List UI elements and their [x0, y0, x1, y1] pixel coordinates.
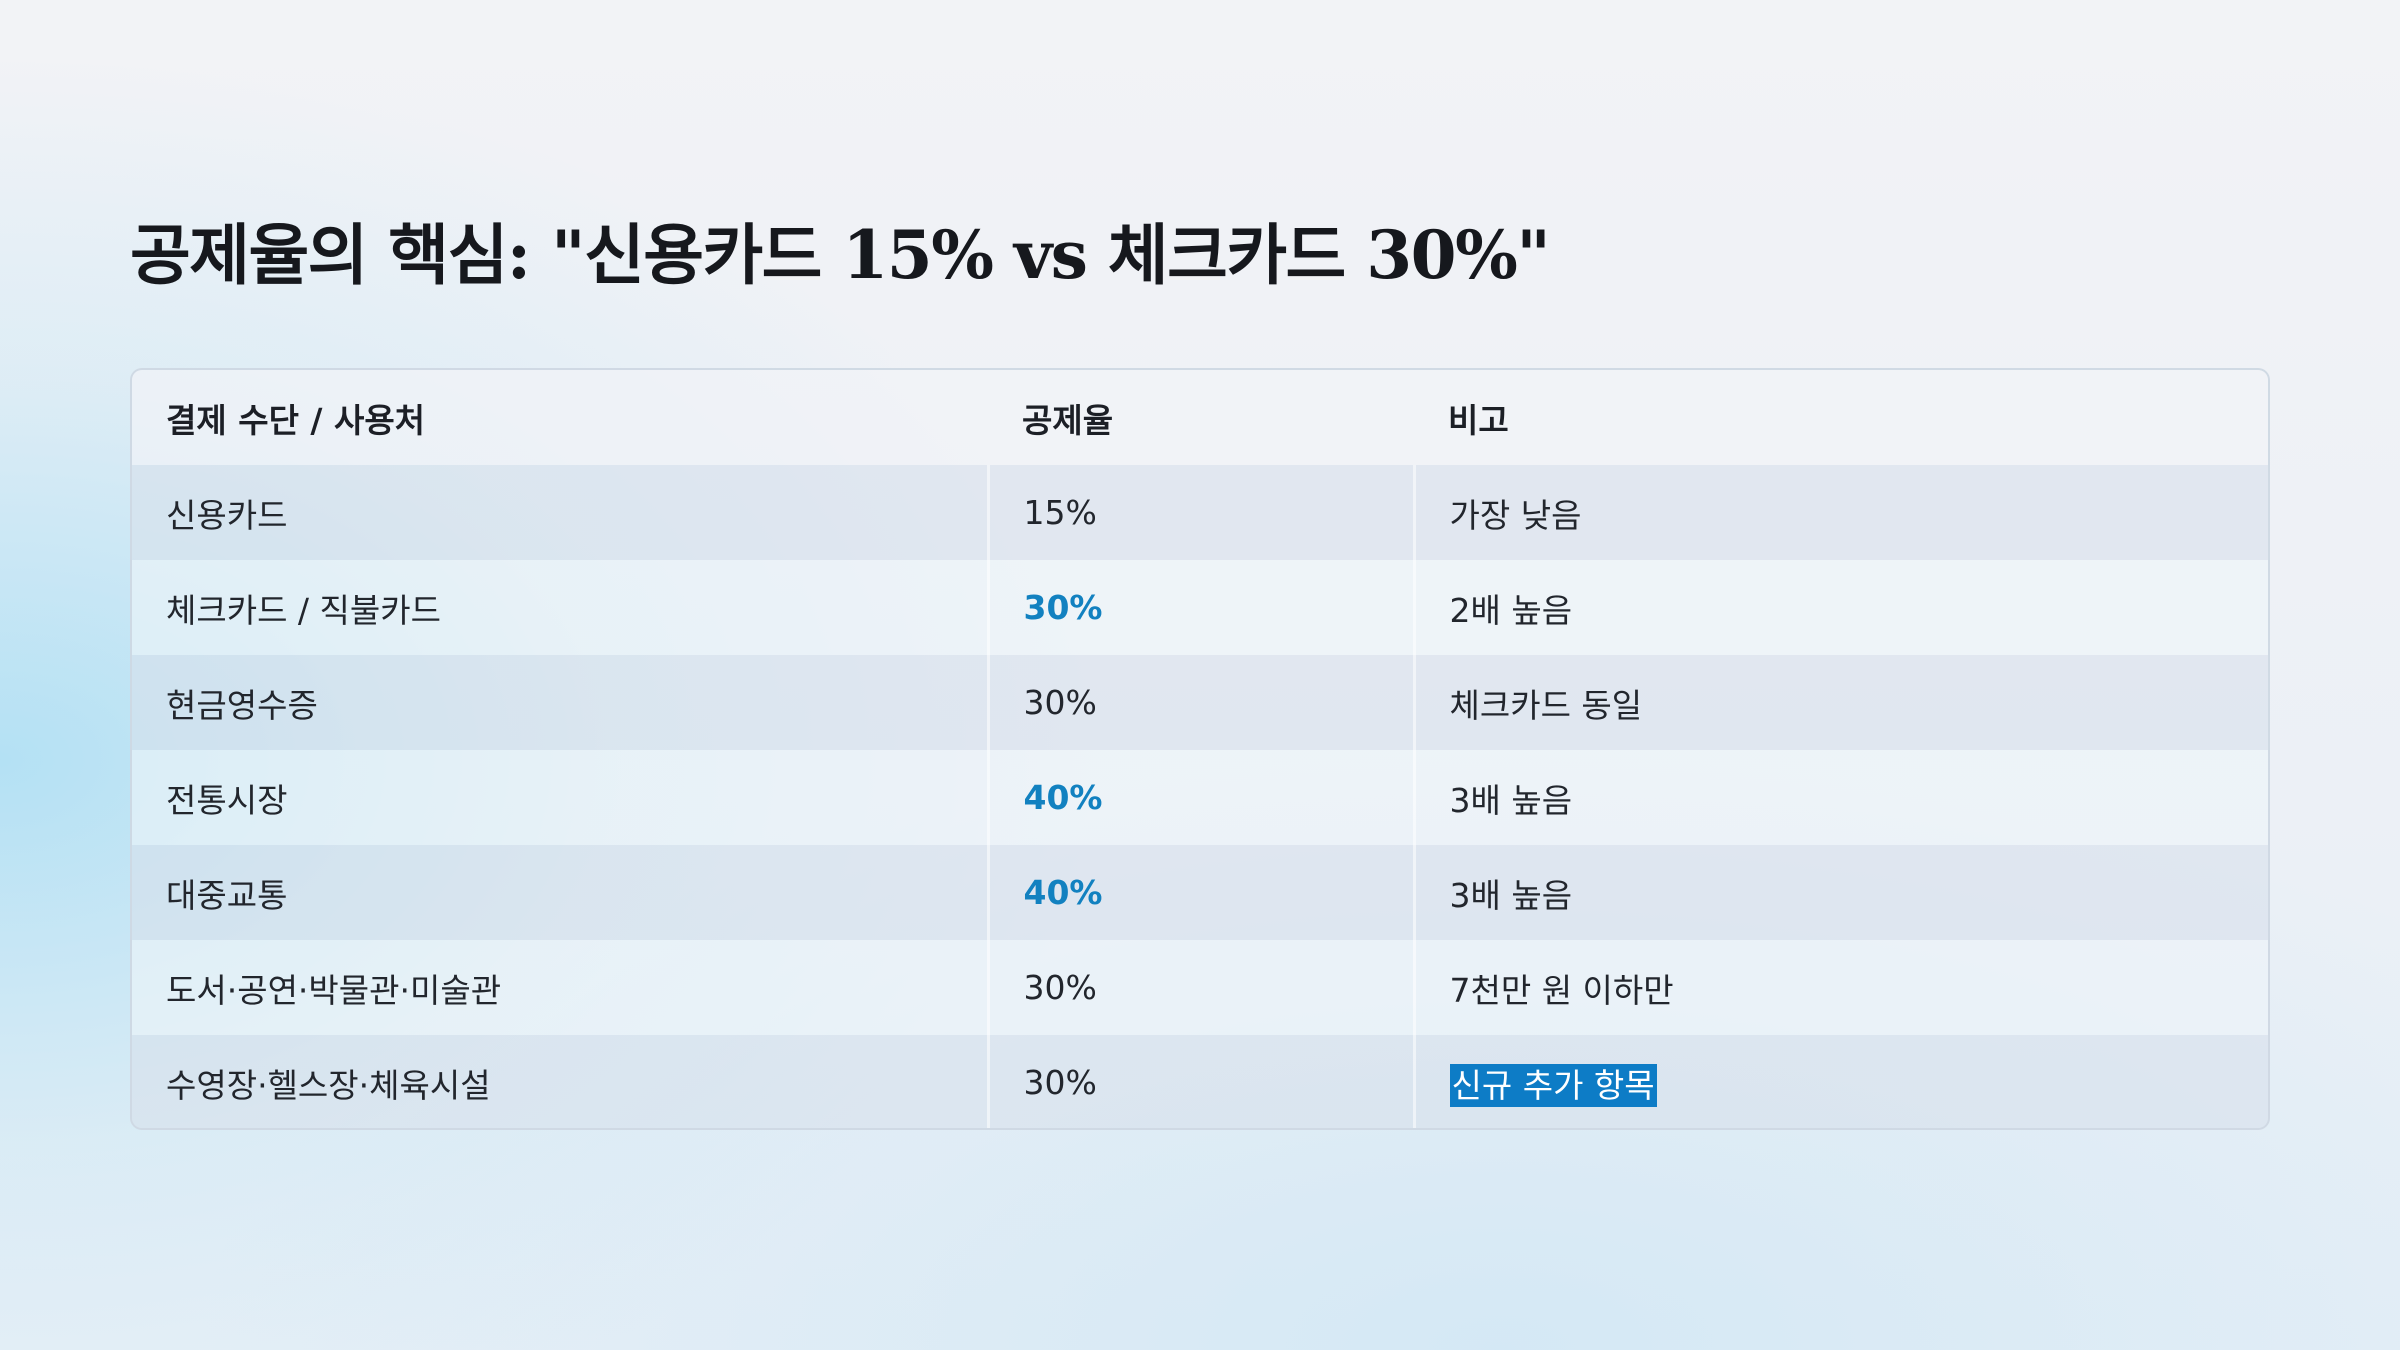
method-cell: 대중교통: [132, 845, 988, 940]
selected-text-highlight[interactable]: 신규 추가 항목: [1449, 1063, 1657, 1107]
note-cell: 체크카드 동일: [1412, 655, 2268, 750]
note-cell: 3배 높음: [1412, 845, 2268, 940]
table-header-row: 결제 수단 / 사용처 공제율 비고: [132, 370, 2268, 465]
note-cell: 신규 추가 항목: [1412, 1035, 2268, 1128]
rate-cell: 15%: [986, 465, 1414, 560]
table-row: 신용카드 15% 가장 낮음: [132, 465, 2268, 560]
page-title: 공제율의 핵심: "신용카드 15% vs 체크카드 30%": [130, 216, 1551, 294]
rate-cell: 30%: [986, 655, 1414, 750]
rate-cell: 30%: [986, 1035, 1414, 1128]
rate-cell-emphasized: 30%: [986, 560, 1414, 655]
method-cell: 신용카드: [132, 465, 988, 560]
method-cell: 수영장·헬스장·체육시설: [132, 1035, 988, 1128]
table-row: 도서·공연·박물관·미술관 30% 7천만 원 이하만: [132, 940, 2268, 1035]
note-cell: 7천만 원 이하만: [1412, 940, 2268, 1035]
method-cell: 현금영수증: [132, 655, 988, 750]
method-cell: 전통시장: [132, 750, 988, 845]
method-cell: 도서·공연·박물관·미술관: [132, 940, 988, 1035]
table-row: 현금영수증 30% 체크카드 동일: [132, 655, 2268, 750]
method-cell: 체크카드 / 직불카드: [132, 560, 988, 655]
table-row: 체크카드 / 직불카드 30% 2배 높음: [132, 560, 2268, 655]
column-header-note: 비고: [1414, 370, 2268, 465]
deduction-rate-table: 결제 수단 / 사용처 공제율 비고 신용카드 15% 가장 낮음 체크카드 /…: [130, 368, 2270, 1130]
note-cell: 3배 높음: [1412, 750, 2268, 845]
table-row: 수영장·헬스장·체육시설 30% 신규 추가 항목: [132, 1035, 2268, 1128]
rate-cell-emphasized: 40%: [986, 750, 1414, 845]
table-row: 전통시장 40% 3배 높음: [132, 750, 2268, 845]
note-cell: 2배 높음: [1412, 560, 2268, 655]
table-row: 대중교통 40% 3배 높음: [132, 845, 2268, 940]
note-cell: 가장 낮음: [1412, 465, 2268, 560]
rate-cell: 30%: [986, 940, 1414, 1035]
rate-cell-emphasized: 40%: [986, 845, 1414, 940]
column-header-method: 결제 수단 / 사용처: [132, 370, 988, 465]
column-header-rate: 공제율: [988, 370, 1414, 465]
